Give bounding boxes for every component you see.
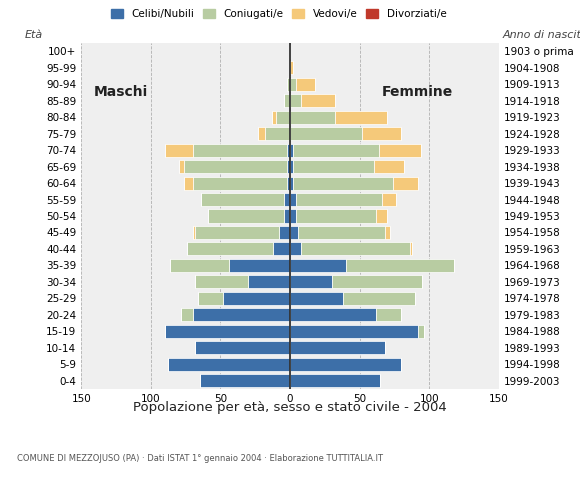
Bar: [229, 259, 290, 272]
Text: Anno di nascita: Anno di nascita: [503, 30, 580, 40]
Bar: [284, 193, 290, 206]
Bar: [184, 160, 287, 173]
Bar: [382, 193, 396, 206]
Text: Femmine: Femmine: [382, 84, 453, 99]
Bar: [193, 226, 195, 239]
Bar: [290, 226, 298, 239]
Text: Maschi: Maschi: [94, 84, 148, 99]
Bar: [335, 111, 387, 124]
Bar: [332, 275, 422, 288]
Bar: [290, 259, 346, 272]
Bar: [290, 324, 418, 338]
Bar: [290, 111, 335, 124]
Text: Età: Età: [25, 30, 43, 40]
Bar: [393, 177, 418, 190]
Bar: [385, 226, 390, 239]
Bar: [290, 127, 362, 140]
Bar: [273, 242, 290, 255]
Bar: [287, 177, 290, 190]
Bar: [187, 242, 273, 255]
Bar: [293, 144, 379, 157]
Bar: [290, 193, 296, 206]
Bar: [201, 193, 284, 206]
Bar: [290, 242, 301, 255]
Bar: [290, 374, 380, 387]
Bar: [290, 308, 376, 321]
Bar: [165, 324, 290, 338]
Bar: [284, 209, 290, 223]
Bar: [171, 259, 229, 272]
Bar: [290, 341, 385, 354]
Bar: [290, 275, 332, 288]
Bar: [409, 242, 412, 255]
Bar: [374, 160, 404, 173]
Bar: [193, 177, 287, 190]
Bar: [293, 177, 393, 190]
Bar: [290, 358, 401, 371]
Bar: [272, 111, 276, 124]
Bar: [284, 94, 290, 108]
Bar: [290, 292, 343, 305]
Bar: [290, 94, 301, 108]
Bar: [290, 144, 293, 157]
Bar: [296, 209, 376, 223]
Bar: [346, 259, 454, 272]
Bar: [223, 292, 290, 305]
Bar: [376, 308, 401, 321]
Bar: [290, 78, 296, 91]
Bar: [168, 358, 290, 371]
Text: COMUNE DI MEZZOJUSO (PA) · Dati ISTAT 1° gennaio 2004 · Elaborazione TUTTITALIA.: COMUNE DI MEZZOJUSO (PA) · Dati ISTAT 1°…: [17, 454, 383, 463]
Bar: [301, 94, 335, 108]
Bar: [418, 324, 423, 338]
Bar: [248, 275, 290, 288]
Bar: [362, 127, 401, 140]
Bar: [293, 160, 374, 173]
Text: Popolazione per età, sesso e stato civile - 2004: Popolazione per età, sesso e stato civil…: [133, 401, 447, 414]
Bar: [195, 341, 290, 354]
Bar: [165, 144, 193, 157]
Bar: [296, 78, 315, 91]
Bar: [258, 127, 265, 140]
Bar: [208, 209, 284, 223]
Bar: [376, 209, 387, 223]
Bar: [200, 374, 290, 387]
Bar: [287, 78, 290, 91]
Bar: [195, 275, 248, 288]
Bar: [379, 144, 421, 157]
Bar: [287, 144, 290, 157]
Bar: [301, 242, 409, 255]
Bar: [290, 177, 293, 190]
Bar: [193, 308, 290, 321]
Bar: [279, 226, 290, 239]
Bar: [265, 127, 290, 140]
Bar: [195, 226, 279, 239]
Bar: [296, 193, 382, 206]
Bar: [343, 292, 415, 305]
Bar: [193, 144, 287, 157]
Bar: [179, 160, 184, 173]
Legend: Celibi/Nubili, Coniugati/e, Vedovi/e, Divorziati/e: Celibi/Nubili, Coniugati/e, Vedovi/e, Di…: [106, 5, 451, 24]
Bar: [198, 292, 223, 305]
Bar: [290, 209, 296, 223]
Bar: [298, 226, 385, 239]
Bar: [290, 160, 293, 173]
Bar: [287, 160, 290, 173]
Bar: [184, 177, 193, 190]
Bar: [276, 111, 290, 124]
Bar: [182, 308, 193, 321]
Bar: [290, 61, 293, 74]
